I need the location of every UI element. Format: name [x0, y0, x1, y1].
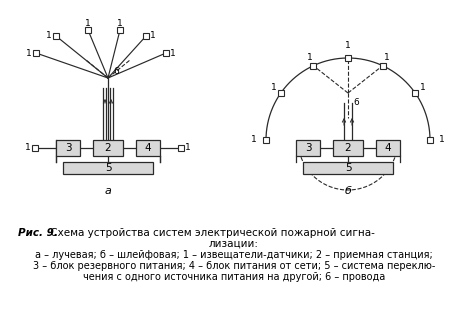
- Bar: [117, 27, 123, 33]
- Text: чения с одного источника питания на другой; 6 – провода: чения с одного источника питания на друг…: [83, 272, 385, 282]
- Bar: [53, 33, 59, 39]
- Text: 1: 1: [384, 53, 389, 62]
- Text: 1: 1: [46, 31, 52, 41]
- Bar: [63, 162, 153, 174]
- Bar: [32, 145, 38, 151]
- Bar: [263, 137, 269, 143]
- Text: 1: 1: [185, 142, 191, 151]
- Text: 2: 2: [345, 143, 351, 153]
- Bar: [136, 140, 160, 156]
- Text: лизации:: лизации:: [209, 239, 259, 249]
- Text: 1: 1: [117, 19, 123, 28]
- Text: 1: 1: [420, 83, 425, 92]
- Text: 5: 5: [105, 163, 111, 173]
- Bar: [412, 90, 418, 96]
- Text: 6: 6: [113, 67, 119, 76]
- Text: 1: 1: [271, 83, 276, 92]
- Bar: [427, 137, 433, 143]
- Bar: [333, 140, 363, 156]
- Bar: [380, 63, 386, 69]
- Bar: [85, 27, 91, 33]
- Bar: [56, 140, 80, 156]
- Text: 1: 1: [307, 53, 313, 62]
- Text: 3: 3: [65, 143, 71, 153]
- Text: 4: 4: [145, 143, 151, 153]
- Text: Рис. 9.: Рис. 9.: [18, 228, 58, 238]
- Text: 3 – блок резервного питания; 4 – блок питания от сети; 5 – система переклю-: 3 – блок резервного питания; 4 – блок пи…: [33, 261, 435, 271]
- Text: 1: 1: [150, 31, 156, 41]
- Text: 1: 1: [26, 49, 32, 58]
- Bar: [278, 90, 284, 96]
- Bar: [178, 145, 184, 151]
- Text: 1: 1: [85, 19, 91, 28]
- Bar: [303, 162, 393, 174]
- Text: 1: 1: [345, 41, 351, 50]
- Text: б: б: [344, 186, 351, 196]
- Text: Схема устройства систем электрической пожарной сигна-: Схема устройства систем электрической по…: [47, 228, 375, 238]
- Bar: [143, 33, 149, 39]
- Bar: [93, 140, 123, 156]
- Text: 2: 2: [105, 143, 111, 153]
- Text: 1: 1: [439, 135, 445, 145]
- Text: 5: 5: [345, 163, 351, 173]
- Text: 1: 1: [251, 135, 257, 145]
- Text: а – лучевая; б – шлейфовая; 1 – извещатели-датчики; 2 – приемная станция;: а – лучевая; б – шлейфовая; 1 – извещате…: [35, 250, 433, 260]
- Bar: [33, 50, 39, 56]
- Text: 3: 3: [305, 143, 311, 153]
- Bar: [163, 50, 169, 56]
- Text: 6: 6: [353, 98, 359, 107]
- Bar: [310, 63, 316, 69]
- Text: 1: 1: [25, 142, 31, 151]
- Text: 1: 1: [170, 49, 176, 58]
- Bar: [345, 55, 351, 61]
- Bar: [376, 140, 400, 156]
- Text: 4: 4: [385, 143, 391, 153]
- Bar: [296, 140, 320, 156]
- Text: а: а: [104, 186, 111, 196]
